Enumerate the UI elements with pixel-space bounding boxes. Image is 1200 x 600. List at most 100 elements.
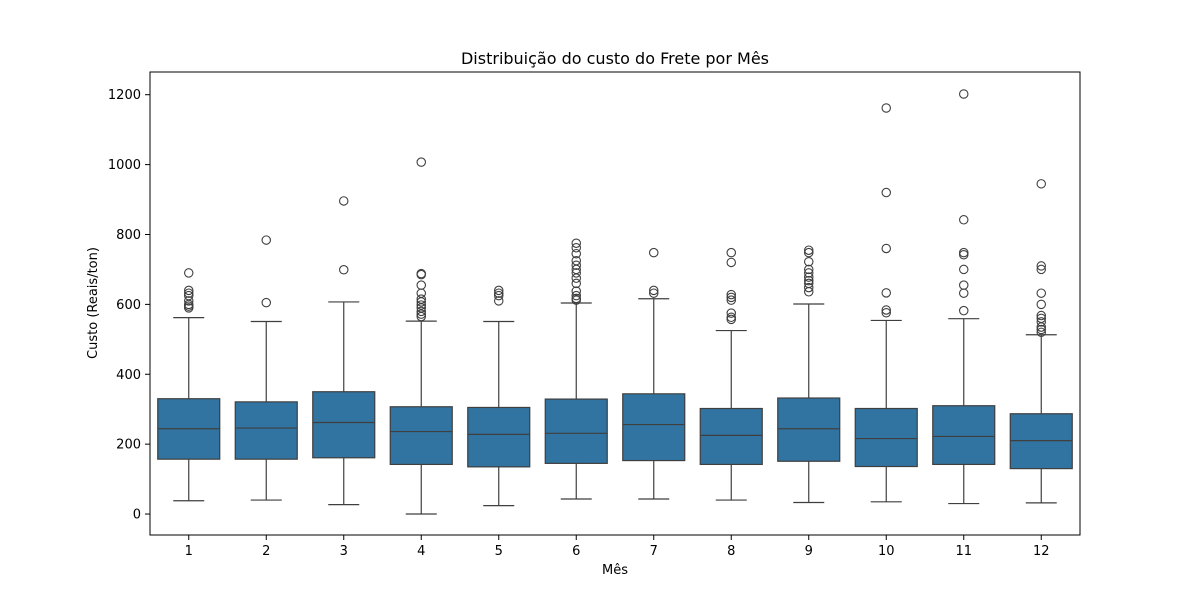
outlier-point [881,243,891,254]
outlier-point [726,292,736,303]
y-axis: 0 200 400 600 800 1000 1200 [108,88,150,523]
box-month-10 [854,103,918,503]
outlier-point [493,285,504,296]
y-tick-label: 1000 [108,158,141,173]
outlier-point [958,305,969,316]
outlier-point [571,238,581,248]
x-tick-label: 11 [955,544,972,559]
outlier-point [1036,288,1047,298]
outlier-point [958,215,969,225]
outlier-point [184,268,194,278]
outlier-point [338,265,349,275]
outlier-point [1036,179,1047,189]
outlier-point [571,243,581,253]
outlier-point [726,295,736,305]
outlier-point [416,300,426,310]
box-month-1 [157,268,221,502]
outlier-point [184,290,194,301]
y-tick-label: 200 [116,438,141,453]
y-tick-label: 800 [116,228,141,243]
x-tick-label: 6 [572,544,580,559]
outlier-point [184,288,194,298]
outlier-point [571,255,581,266]
outlier-point [881,187,891,198]
outlier-point [1036,264,1047,275]
outlier-point [261,297,271,308]
box-month-12 [1009,179,1073,504]
outlier-point [958,288,969,298]
box-month-3 [312,196,376,506]
iqr-box [234,401,298,460]
outlier-point [416,294,426,304]
outlier-point [958,247,969,258]
outlier-point [1036,327,1047,338]
y-tick-label: 400 [116,368,141,383]
outlier-point [1036,324,1047,335]
outlier-point [803,247,814,258]
box-month-7 [622,247,686,500]
outlier-point [958,264,969,275]
box-month-2 [234,235,298,501]
outlier-point [571,290,581,301]
y-tick-label: 1200 [108,88,141,103]
outlier-point [261,235,271,245]
chart-title: Distribuição do custo do Frete por Mês [461,49,769,68]
outlier-point [726,289,736,300]
outlier-point [416,268,426,279]
outlier-point [881,308,891,318]
iqr-box [777,397,841,462]
outlier-point [726,308,736,318]
iqr-box [699,407,763,466]
plot-area [157,89,1073,515]
box-month-11 [932,89,996,505]
outlier-point [803,264,814,275]
x-tick-label: 5 [495,544,503,559]
outlier-point [493,288,504,298]
x-tick-label: 3 [340,544,348,559]
box-month-8 [699,247,763,501]
outlier-point [416,288,426,298]
outlier-point [1036,310,1047,321]
iqr-box [932,405,996,466]
outlier-point [416,306,426,317]
box-month-5 [467,285,531,507]
outlier-point [184,296,194,306]
outlier-point [726,257,736,268]
outlier-point [493,290,504,301]
outlier-point [726,312,736,323]
x-tick-label: 8 [727,544,735,559]
outlier-point [803,278,814,289]
iqr-box [854,407,918,468]
x-axis-label: Mês [602,563,628,578]
outlier-point [958,250,969,260]
outlier-point [1036,313,1047,324]
outlier-point [648,285,659,296]
outlier-point [881,288,891,298]
x-tick-label: 7 [650,544,658,559]
box-month-6 [544,238,608,500]
x-tick-label: 1 [185,544,193,559]
x-tick-label: 4 [417,544,425,559]
y-tick-label: 600 [116,298,141,313]
x-tick-label: 10 [878,544,895,559]
outlier-point [881,103,891,113]
outlier-point [803,256,814,267]
outlier-point [338,196,349,206]
iqr-box [467,406,531,468]
plot-frame [149,71,1081,536]
outlier-point [571,278,581,289]
outlier-point [571,248,581,259]
box-month-4 [389,157,453,515]
iqr-box [544,398,608,464]
x-tick-label: 12 [1033,544,1050,559]
y-tick-label: 0 [133,508,141,523]
outlier-point [184,285,194,296]
outlier-point [416,309,426,319]
outlier-point [648,247,659,258]
outlier-point [493,296,504,306]
outlier-point [958,280,969,290]
outlier-point [571,286,581,296]
iqr-box [312,391,376,459]
outlier-point [648,288,659,298]
